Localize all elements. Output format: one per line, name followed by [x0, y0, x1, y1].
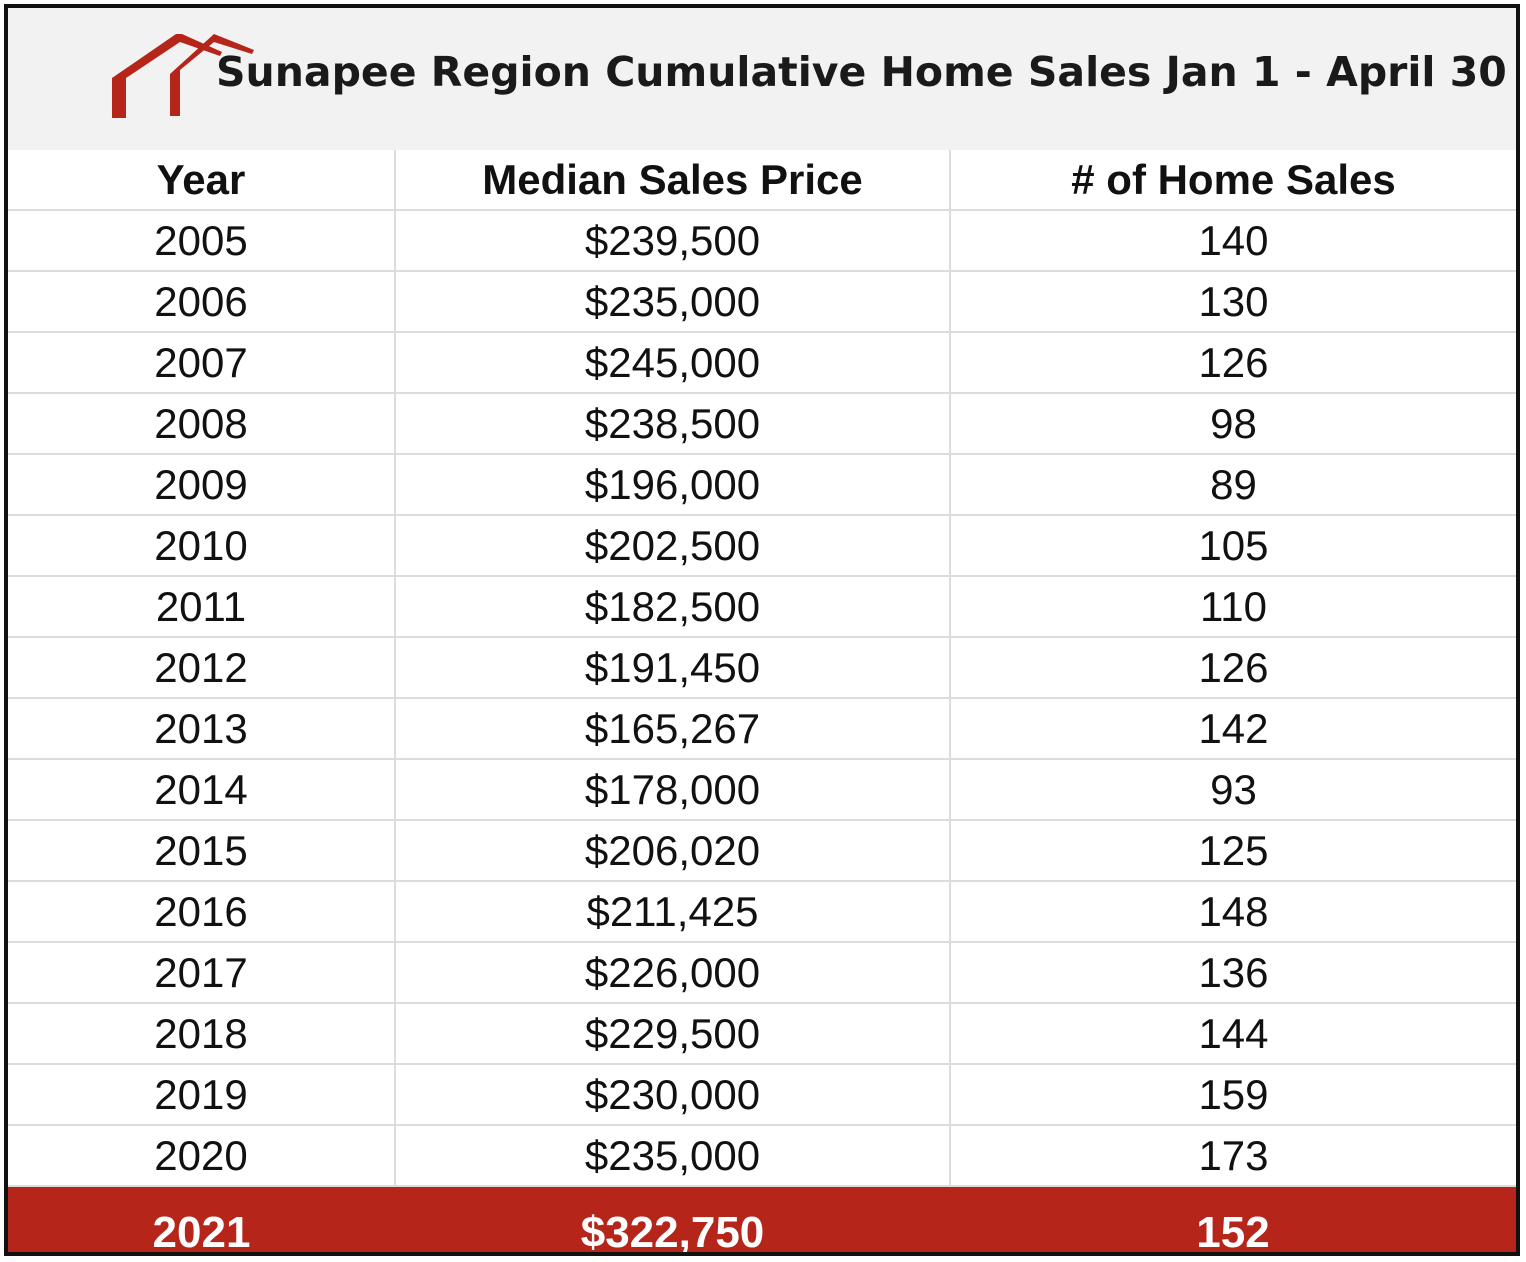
header-row: Year Median Sales Price # of Home Sales — [8, 150, 1516, 211]
year-cell: 2008 — [8, 393, 396, 455]
home-sales-cell: 126 — [950, 332, 1516, 394]
year-cell: 2012 — [8, 637, 396, 699]
year-cell: 2014 — [8, 759, 396, 821]
table-row: 2007 $245,000 126 — [8, 332, 1516, 394]
table-row: 2020 $235,000 173 — [8, 1125, 1516, 1187]
median-price-cell: $245,000 — [395, 332, 951, 394]
median-price-cell: $239,500 — [395, 210, 951, 272]
year-cell: 2018 — [8, 1003, 396, 1065]
median-price-cell: $226,000 — [395, 942, 951, 1004]
year-cell: 2007 — [8, 332, 396, 394]
home-sales-cell: 89 — [950, 454, 1516, 516]
table-row: 2005 $239,500 140 — [8, 210, 1516, 272]
median-price-cell: $206,020 — [395, 820, 951, 882]
table-row: 2010 $202,500 105 — [8, 515, 1516, 577]
year-cell: 2015 — [8, 820, 396, 882]
column-header-median-price: Median Sales Price — [395, 150, 951, 211]
median-price-cell: $196,000 — [395, 454, 951, 516]
median-price-cell: $202,500 — [395, 515, 951, 577]
year-cell: 2013 — [8, 698, 396, 760]
column-header-year: Year — [8, 150, 396, 211]
table-row: 2014 $178,000 93 — [8, 759, 1516, 821]
year-cell: 2010 — [8, 515, 396, 577]
median-price-cell: $322,750 — [395, 1186, 950, 1252]
table-row: 2018 $229,500 144 — [8, 1003, 1516, 1065]
table-row: 2006 $235,000 130 — [8, 271, 1516, 333]
year-cell: 2017 — [8, 942, 396, 1004]
median-price-cell: $235,000 — [395, 1125, 951, 1187]
table-row: 2009 $196,000 89 — [8, 454, 1516, 516]
table-row: 2012 $191,450 126 — [8, 637, 1516, 699]
year-cell: 2021 — [8, 1186, 395, 1252]
house-roof-icon — [112, 34, 254, 118]
year-cell: 2020 — [8, 1125, 396, 1187]
year-cell: 2011 — [8, 576, 396, 638]
home-sales-cell: 173 — [950, 1125, 1516, 1187]
column-header-home-sales: # of Home Sales — [950, 150, 1516, 211]
year-cell: 2016 — [8, 881, 396, 943]
home-sales-cell: 142 — [950, 698, 1516, 760]
median-price-cell: $238,500 — [395, 393, 951, 455]
median-price-cell: $230,000 — [395, 1064, 951, 1126]
home-sales-cell: 144 — [950, 1003, 1516, 1065]
home-sales-cell: 125 — [950, 820, 1516, 882]
median-price-cell: $191,450 — [395, 637, 951, 699]
median-price-cell: $229,500 — [395, 1003, 951, 1065]
table-title: Sunapee Region Cumulative Home Sales Jan… — [216, 48, 1507, 96]
home-sales-cell: 105 — [950, 515, 1516, 577]
table-row-highlight: 2021 $322,750 152 — [8, 1186, 1516, 1252]
home-sales-cell: 126 — [950, 637, 1516, 699]
sales-table-frame: Sunapee Region Cumulative Home Sales Jan… — [4, 4, 1520, 1256]
table-row: 2013 $165,267 142 — [8, 698, 1516, 760]
table-row: 2017 $226,000 136 — [8, 942, 1516, 1004]
home-sales-cell: 98 — [950, 393, 1516, 455]
median-price-cell: $165,267 — [395, 698, 951, 760]
year-cell: 2006 — [8, 271, 396, 333]
table-row: 2015 $206,020 125 — [8, 820, 1516, 882]
year-cell: 2009 — [8, 454, 396, 516]
home-sales-cell: 148 — [950, 881, 1516, 943]
year-cell: 2019 — [8, 1064, 396, 1126]
title-band: Sunapee Region Cumulative Home Sales Jan… — [8, 8, 1516, 150]
table-row: 2008 $238,500 98 — [8, 393, 1516, 455]
median-price-cell: $182,500 — [395, 576, 951, 638]
table-row: 2011 $182,500 110 — [8, 576, 1516, 638]
home-sales-cell: 136 — [950, 942, 1516, 1004]
home-sales-cell: 130 — [950, 271, 1516, 333]
table-row: 2016 $211,425 148 — [8, 881, 1516, 943]
sales-table: Year Median Sales Price # of Home Sales … — [8, 150, 1516, 1252]
home-sales-cell: 152 — [950, 1186, 1516, 1252]
roof-back-shape — [170, 34, 254, 116]
home-sales-cell: 159 — [950, 1064, 1516, 1126]
median-price-cell: $211,425 — [395, 881, 951, 943]
home-sales-cell: 93 — [950, 759, 1516, 821]
home-sales-cell: 110 — [950, 576, 1516, 638]
roof-front-shape — [112, 34, 222, 118]
median-price-cell: $178,000 — [395, 759, 951, 821]
table-row: 2019 $230,000 159 — [8, 1064, 1516, 1126]
year-cell: 2005 — [8, 210, 396, 272]
home-sales-cell: 140 — [950, 210, 1516, 272]
median-price-cell: $235,000 — [395, 271, 951, 333]
